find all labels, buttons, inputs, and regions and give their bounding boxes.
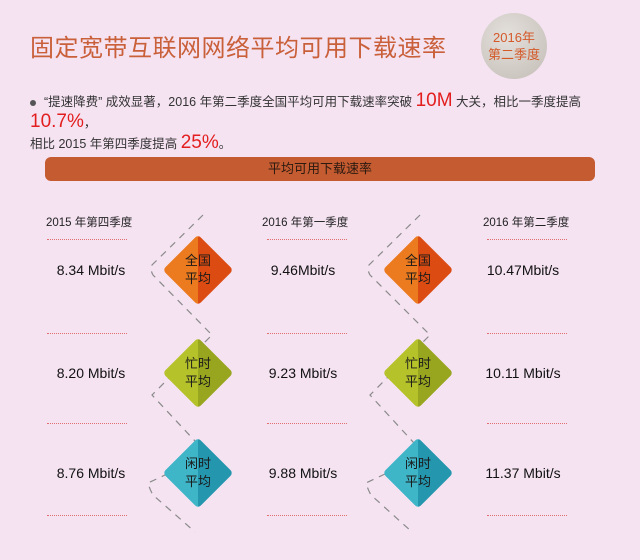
value-q1-2016-busy: 9.23 Mbit/s [268,365,338,381]
badge-year: 2016年 [493,30,535,45]
value-q1-2016-overall: 9.46Mbit/s [270,262,336,278]
value-q4-2015-busy: 8.20 Mbit/s [56,365,126,381]
summary-part: ， [83,116,97,130]
highlight-25: 25% [180,132,219,153]
diamond-label: 闲时 平均 [184,456,211,489]
separator [47,423,127,424]
separator [47,333,127,334]
diamond-label: 全国 平均 [184,253,211,286]
bullet-icon [30,99,36,106]
summary-part: 大关，相比一季度提高 [452,95,582,109]
summary-part: 相比 2015 年第四季度提高 [30,137,181,151]
separator [487,239,567,240]
quarter-header-q4-2015: 2015 年第四季度 [46,217,133,229]
value-q4-2015-idle: 8.76 Mbit/s [56,465,126,481]
highlight-10m: 10M [415,90,453,111]
separator [267,423,347,424]
value-q2-2016-busy: 10.11 Mbit/s [485,365,561,381]
page-title: 固定宽带互联网网络平均可用下载速率 [30,35,447,62]
section-bar: 平均可用下载速率 [45,157,595,181]
value-q2-2016-overall: 10.47Mbit/s [486,262,560,278]
separator [267,515,347,516]
quarter-header-q2-2016: 2016 年第二季度 [483,217,570,229]
highlight-10-7: 10.7% [30,111,84,132]
value-q2-2016-idle: 11.37 Mbit/s [485,465,561,481]
separator [487,515,567,516]
badge-quarter: 第二季度 [487,47,540,62]
separator [267,239,347,240]
diamond-label: 闲时 平均 [404,456,431,489]
separator [267,333,347,334]
diamond-label: 忙时 平均 [404,356,431,389]
value-q4-2015-overall: 8.34 Mbit/s [56,262,126,278]
separator [47,239,127,240]
separator [487,423,567,424]
separator [47,515,127,516]
summary-text: “提速降费” 成效显著，2016 年第二季度全国平均可用下载速率突破 10M 大… [30,91,630,154]
diamond-label: 全国 平均 [404,253,431,286]
diamond-label: 忙时 平均 [184,356,211,389]
summary-part: “提速降费” 成效显著，2016 年第二季度全国平均可用下载速率突破 [44,95,416,109]
summary-part: 。 [218,137,232,151]
quarter-header-q1-2016: 2016 年第一季度 [262,217,349,229]
quarter-badge: 2016年 第二季度 [481,13,547,79]
value-q1-2016-idle: 9.88 Mbit/s [268,465,338,481]
separator [487,333,567,334]
